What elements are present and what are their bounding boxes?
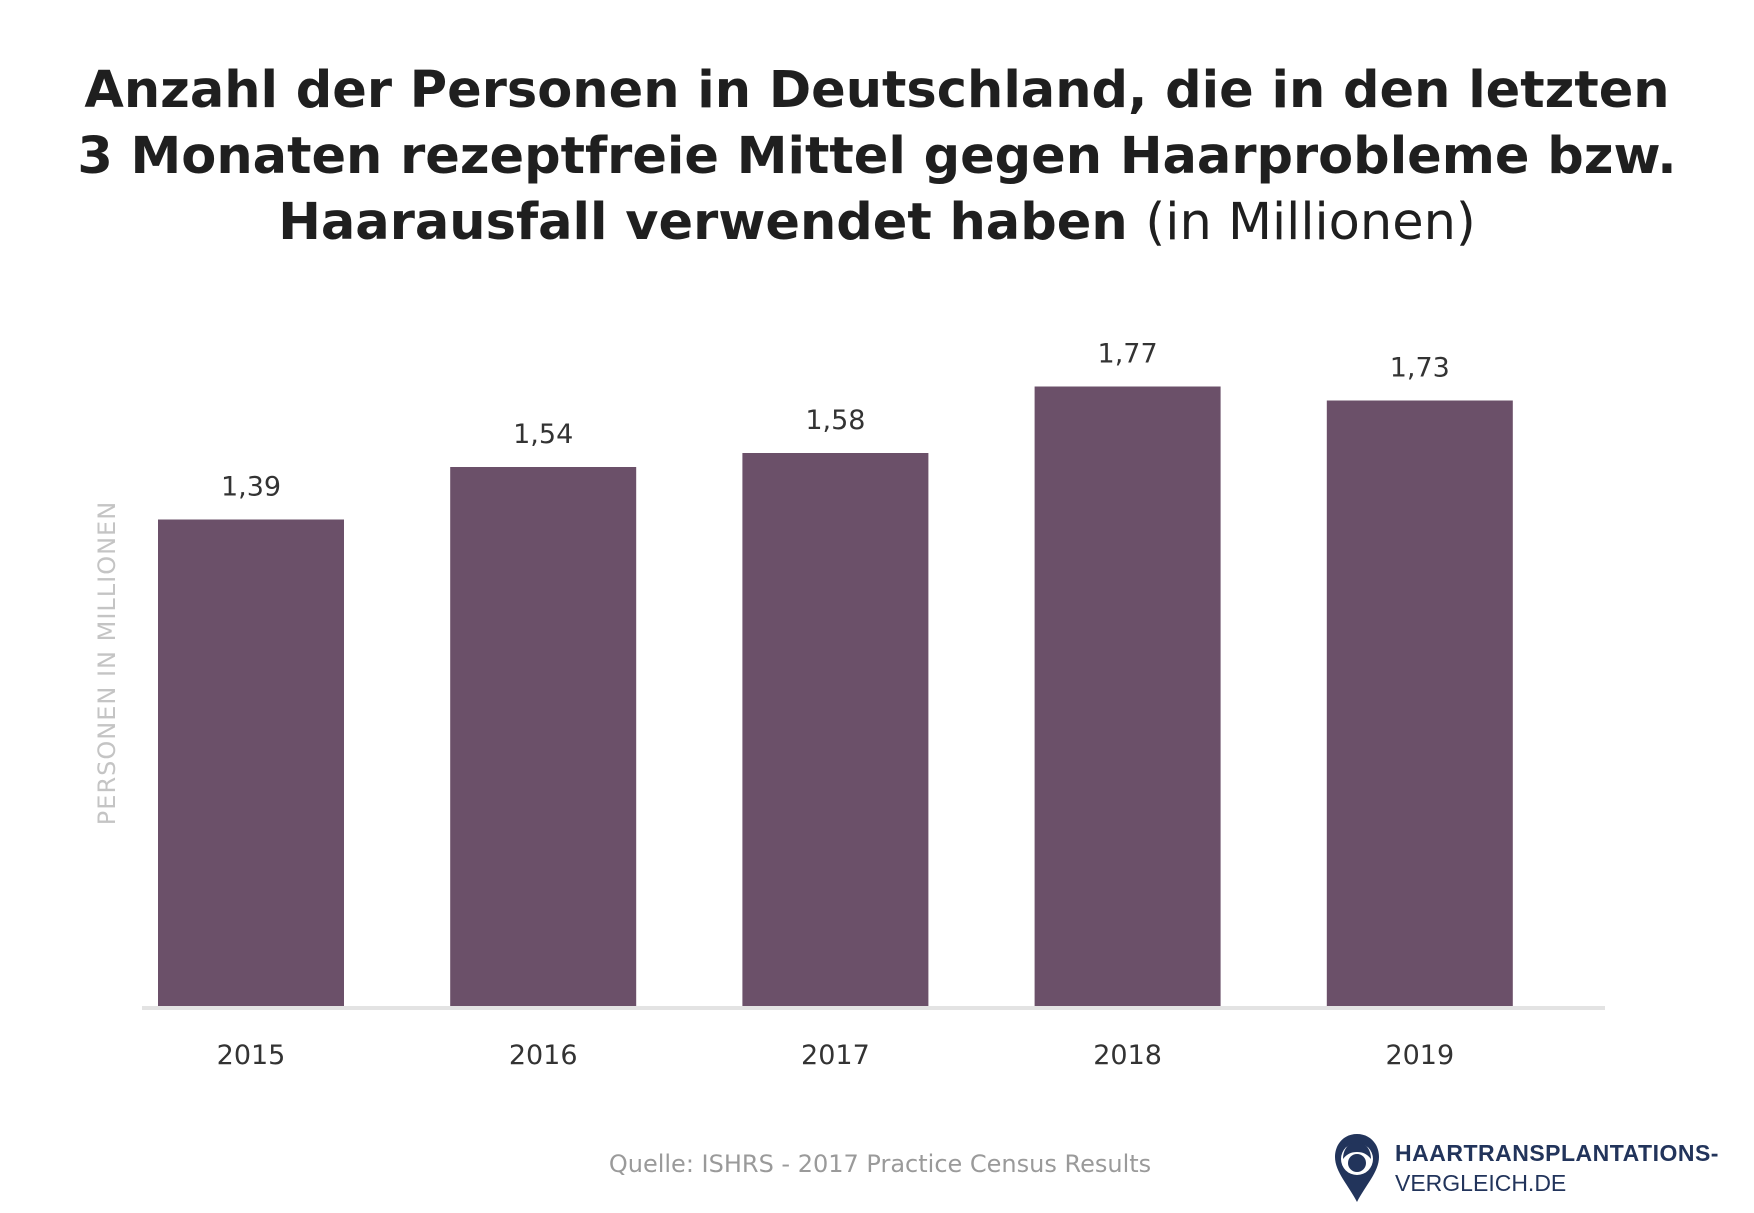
bar-2017: [742, 453, 929, 1006]
logo-text-line-2: VERGLEICH.DE: [1395, 1170, 1567, 1196]
title-line-3: Haarausfall verwendet haben (in Millione…: [0, 190, 1754, 256]
data-label-2018: 1,77: [1098, 339, 1158, 370]
bar-2015: [158, 519, 344, 1006]
title-line-1: Anzahl der Personen in Deutschland, die …: [84, 61, 1670, 120]
title-unit: (in Millionen): [1145, 193, 1476, 252]
chart-title: Anzahl der Personen in Deutschland, die …: [0, 58, 1754, 256]
data-label-2016: 1,54: [513, 419, 573, 450]
x-tick-label-2016: 2016: [509, 1040, 578, 1071]
x-tick-label-2018: 2018: [1093, 1040, 1162, 1071]
title-line-2: 3 Monaten rezeptfreie Mittel gegen Haarp…: [77, 127, 1677, 186]
title-line-3-text: Haarausfall verwendet haben: [278, 193, 1128, 252]
brand-logo[interactable]: HAARTRANSPLANTATIONS- VERGLEICH.DE: [1333, 1132, 1733, 1204]
x-tick-label-2019: 2019: [1385, 1040, 1454, 1071]
logo-text-line-1: HAARTRANSPLANTATIONS-: [1395, 1140, 1719, 1166]
bar-2019: [1326, 400, 1513, 1006]
data-label-2019: 1,73: [1390, 353, 1450, 384]
x-tick-label-2017: 2017: [801, 1040, 870, 1071]
data-label-2017: 1,58: [805, 405, 865, 436]
location-pin-head-icon: [1335, 1134, 1379, 1202]
source-note: Quelle: ISHRS - 2017 Practice Census Res…: [608, 1150, 1152, 1178]
data-label-2015: 1,39: [221, 472, 281, 503]
bar-2018: [1034, 386, 1221, 1006]
bar-2016: [450, 467, 637, 1006]
x-tick-label-2015: 2015: [217, 1040, 286, 1071]
